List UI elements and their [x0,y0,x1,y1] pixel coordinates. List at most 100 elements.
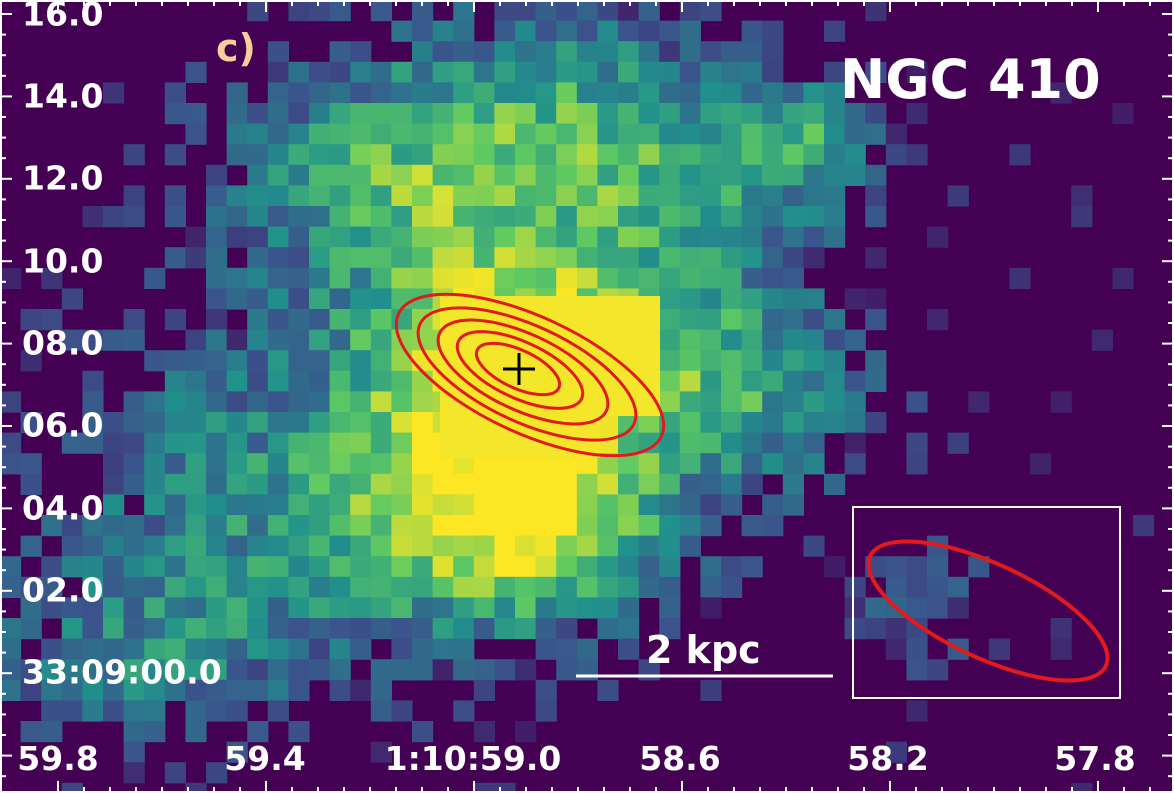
emission-pixel [782,370,804,392]
emission-pixel [206,226,228,248]
emission-pixel [267,267,289,289]
emission-pixel [535,123,557,145]
emission-pixel [309,247,331,269]
emission-pixel [309,494,331,516]
emission-pixel [494,103,516,125]
emission-pixel [803,412,825,434]
emission-pixel [391,144,413,166]
emission-pixel [288,453,310,475]
emission-pixel [494,782,516,793]
emission-pixel [309,515,331,537]
emission-pixel [82,432,104,454]
emission-pixel [782,185,804,207]
emission-pixel [61,700,83,722]
emission-pixel [164,412,186,434]
emission-pixel [164,535,186,557]
emission-pixel [350,103,372,125]
emission-pixel [412,267,434,289]
emission-pixel [906,556,928,578]
emission-pixel [309,185,331,207]
emission-pixel [453,41,475,63]
emission-pixel [679,144,701,166]
emission-pixel [679,391,701,413]
emission-pixel [267,494,289,516]
emission-pixel [597,82,619,104]
emission-pixel [927,597,949,619]
emission-pixel [329,618,351,640]
emission-pixel [700,41,722,63]
dec-tick-label: 04.0 [22,488,104,528]
emission-pixel [288,0,310,22]
emission-pixel [618,20,640,42]
emission-pixel [803,226,825,248]
emission-pixel [123,391,145,413]
emission-pixel [782,453,804,475]
emission-pixel [20,473,42,495]
emission-pixel [185,535,207,557]
emission-pixel [535,144,557,166]
emission-pixel [309,618,331,640]
emission-pixel [597,453,619,475]
emission-pixel [82,597,104,619]
emission-pixel [597,0,619,22]
emission-pixel [700,515,722,537]
emission-pixel [927,556,949,578]
emission-pixel [185,391,207,413]
emission-pixel [824,473,846,495]
emission-pixel [494,267,516,289]
emission-pixel [329,453,351,475]
emission-pixel [123,638,145,660]
emission-pixel [20,721,42,743]
emission-pixel [41,597,63,619]
emission-pixel [432,597,454,619]
emission-pixel [721,247,743,269]
emission-pixel [968,556,990,578]
emission-pixel [659,494,681,516]
emission-pixel [638,0,660,22]
emission-pixel [556,618,578,640]
emission-pixel [82,638,104,660]
emission-pixel [391,494,413,516]
emission-pixel [556,556,578,578]
emission-pixel [61,329,83,351]
emission-pixel [185,226,207,248]
emission-pixel [370,597,392,619]
panel-label: c) [216,26,256,70]
emission-pixel [288,309,310,331]
emission-pixel [473,556,495,578]
emission-pixel [741,412,763,434]
emission-pixel [679,535,701,557]
emission-pixel [927,226,949,248]
contour-line [416,306,638,442]
emission-pixel [1050,638,1072,660]
emission-pixel [20,412,42,434]
emission-pixel [762,453,784,475]
emission-pixel [412,556,434,578]
emission-pixel [144,618,166,640]
emission-pixel [865,370,887,392]
emission-pixel [824,350,846,372]
emission-pixel [803,370,825,392]
emission-pixel [700,370,722,392]
emission-pixel [453,576,475,598]
emission-pixel [473,267,495,289]
emission-pixel [82,206,104,228]
emission-pixel [762,515,784,537]
emission-pixel [370,535,392,557]
emission-pixel [267,576,289,598]
emission-pixel [123,721,145,743]
emission-pixel [370,288,392,310]
emission-pixel [267,309,289,331]
emission-pixel [370,206,392,228]
emission-pixel [0,576,22,598]
emission-pixel [20,659,42,681]
emission-pixel [370,494,392,516]
emission-pixel [267,41,289,63]
emission-pixel [329,350,351,372]
emission-pixel [535,618,557,640]
emission-pixel [741,82,763,104]
emission-pixel [618,453,640,475]
emission-pixel [329,41,351,63]
emission-pixel [618,597,640,619]
emission-pixel [700,679,722,701]
